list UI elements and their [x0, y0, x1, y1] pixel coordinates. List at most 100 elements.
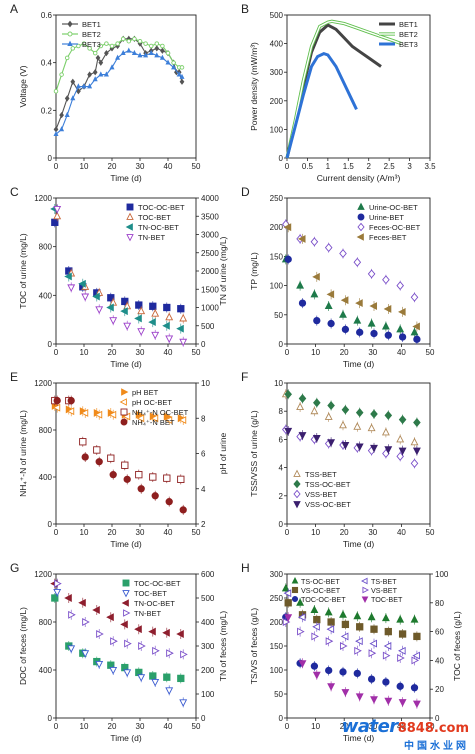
legend-marker: [67, 40, 73, 47]
y-tick-label: 0: [279, 714, 284, 723]
x-axis-label: Time (d): [343, 733, 374, 743]
plot-frame: [55, 14, 197, 159]
data-point: [412, 322, 420, 331]
panel-a: A 0 10 20 30 40 50 0 0.2 0.4 0.6 Time (d) Voltage (V…: [10, 2, 201, 183]
data-point: [412, 651, 420, 660]
legend-marker: [291, 595, 299, 603]
watermark-domain: .com: [433, 721, 469, 736]
data-point: [326, 625, 335, 634]
data-point: [171, 64, 177, 70]
data-point: [120, 307, 128, 316]
data-point: [353, 257, 362, 267]
data-point: [148, 627, 156, 636]
data-point: [87, 46, 92, 51]
data-point: [123, 322, 132, 331]
data-point: [82, 618, 90, 626]
y2-tick-label: 600: [201, 570, 215, 579]
data-point: [411, 656, 420, 665]
panel-g: G0 10 20 30 40 500400800120001002003004005006…: [10, 561, 228, 743]
legend-marker: [126, 234, 134, 242]
legend-marker: [125, 223, 133, 231]
y2-tick-label: 6: [201, 450, 206, 459]
legend-label: BET3: [399, 40, 418, 49]
data-point: [87, 83, 93, 89]
data-point: [353, 422, 362, 430]
data-point: [163, 474, 171, 482]
y2-tick-label: 3500: [201, 212, 219, 221]
y-tick-label: 10: [274, 379, 283, 388]
y-tick-label: 100: [270, 282, 284, 291]
data-point: [324, 607, 333, 616]
y-axis-label: TOC of urine (mg/L): [18, 233, 28, 309]
data-point: [135, 471, 143, 479]
series-toc-bet: [284, 612, 421, 709]
y-tick-label: 400: [39, 666, 53, 675]
data-point: [94, 410, 103, 419]
data-point: [298, 660, 307, 668]
data-point: [354, 646, 362, 655]
data-point: [367, 318, 376, 327]
data-point: [154, 45, 160, 52]
data-point: [64, 55, 70, 61]
y-tick-label: 50: [274, 690, 283, 699]
data-point: [398, 447, 407, 456]
y2-tick-label: 3000: [201, 231, 219, 240]
data-point: [70, 78, 76, 85]
data-point: [382, 678, 390, 686]
data-point: [106, 303, 114, 312]
series-urine-oc-bet: [281, 254, 419, 338]
series-ts-bet: [283, 588, 420, 661]
data-point: [410, 615, 419, 623]
data-point: [64, 272, 72, 281]
data-point: [284, 389, 292, 399]
y-tick-label: 400: [39, 291, 53, 300]
legend-marker: [123, 609, 131, 617]
data-point: [137, 485, 145, 493]
data-point: [137, 674, 146, 682]
x-tick-label: 0: [54, 348, 59, 357]
data-point: [165, 50, 171, 56]
legend-marker: [120, 418, 128, 426]
y-tick-label: 6: [279, 435, 284, 444]
panel-label: C: [10, 185, 19, 199]
x-tick-label: 50: [192, 348, 201, 357]
data-point: [341, 442, 350, 450]
series-ph-oc-bet: [52, 402, 187, 426]
y2-tick-label: 0: [201, 714, 206, 723]
data-point: [151, 309, 160, 317]
legend-marker: [293, 501, 301, 509]
series-tss-oc-bet: [284, 389, 421, 428]
y-tick-label: 250: [270, 194, 284, 203]
data-point: [356, 328, 364, 336]
y-tick-label: 400: [39, 473, 53, 482]
panel-label: D: [241, 185, 250, 199]
y2-tick-label: 4000: [201, 194, 219, 203]
x-tick-label: 50: [426, 528, 435, 537]
series-toc-bet: [53, 587, 188, 708]
data-point: [384, 410, 393, 420]
data-point: [383, 642, 392, 650]
y-tick-label: 0.2: [41, 106, 53, 115]
panel-c: C0 10 20 30 40 500400800120005001000150020002…: [10, 185, 228, 369]
data-point: [368, 649, 377, 658]
data-point: [310, 237, 319, 247]
x-tick-label: 0: [285, 348, 290, 357]
x-tick-label: 40: [164, 162, 173, 171]
x-tick-label: 10: [311, 722, 320, 731]
data-point: [148, 49, 154, 56]
data-point: [67, 396, 75, 405]
data-point: [53, 211, 62, 220]
y2-tick-label: 1500: [201, 285, 219, 294]
legend-label: TSS-OC-BET: [305, 480, 351, 489]
data-point: [396, 682, 404, 690]
data-point: [367, 612, 376, 621]
data-point: [67, 645, 76, 653]
data-point: [367, 675, 376, 683]
data-point: [339, 642, 348, 650]
y-tick-label: 200: [270, 97, 284, 106]
data-point: [68, 610, 76, 619]
